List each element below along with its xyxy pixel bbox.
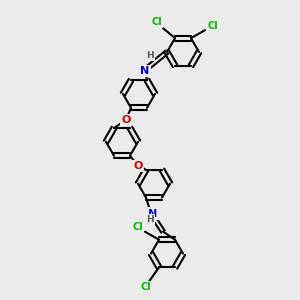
Text: H: H [146, 215, 154, 224]
Text: Cl: Cl [208, 21, 218, 31]
Text: Cl: Cl [152, 17, 162, 27]
Text: Cl: Cl [133, 222, 143, 232]
Text: N: N [140, 66, 150, 76]
Text: N: N [148, 208, 158, 219]
Text: O: O [121, 115, 131, 125]
Text: Cl: Cl [141, 282, 152, 292]
Text: O: O [133, 161, 143, 171]
Text: H: H [146, 52, 154, 61]
